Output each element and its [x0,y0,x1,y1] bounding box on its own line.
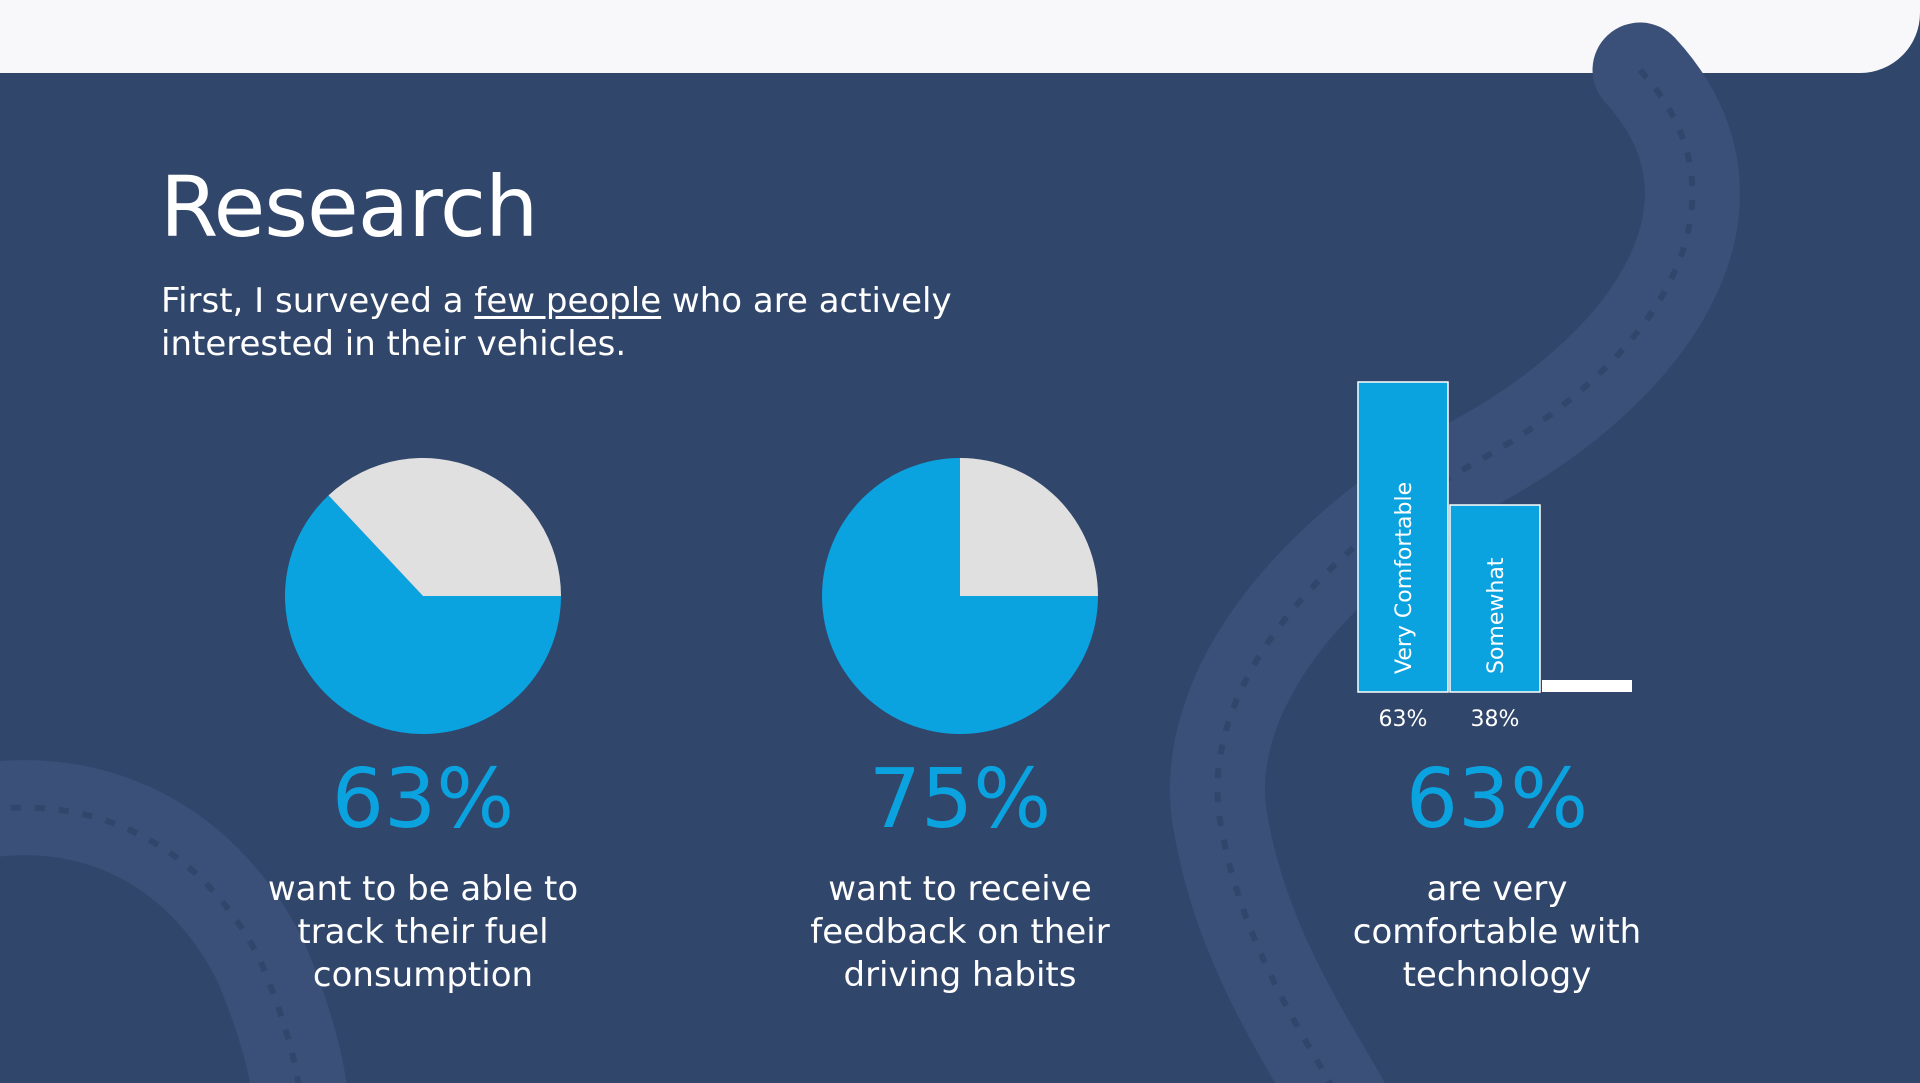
top-bar [0,0,1920,73]
stat-caption-fuel: want to be able to track their fuel cons… [267,869,579,995]
subtitle-text-end: who are actively interested in their veh… [161,281,952,364]
stat-value-feedback: 75% [868,752,1052,847]
bar-0 [1357,381,1449,693]
fuel-tracking-pie-chart [285,458,561,734]
page-subtitle: First, I surveyed a few people who are a… [161,280,1121,366]
subtitle-text-start: First, I surveyed a [161,281,475,321]
tech-comfort-bar-chart: Very Comfortable 63% Somewhat 38% [1357,381,1632,732]
driving-feedback-pie-chart [822,458,1098,734]
bar-2 [1542,680,1632,692]
stat-caption-technology: are very comfortable with technology [1352,869,1642,995]
stat-caption-feedback: want to receive feedback on their drivin… [810,869,1110,995]
bar-category-label-1: Somewhat [1484,557,1509,674]
stat-value-technology: 63% [1405,752,1589,847]
pie1-slice-1 [328,458,561,596]
bar-category-label-0: Very Comfortable [1392,482,1417,674]
page-title: Research [160,158,538,256]
pie2-slice-1 [960,458,1098,596]
bar-1 [1449,504,1541,693]
few-people-link[interactable]: few people [474,281,662,321]
bar-value-label-1: 38% [1471,707,1520,732]
bar-value-label-0: 63% [1379,707,1428,732]
pie1-slice-0 [285,495,561,734]
stat-value-fuel: 63% [331,752,515,847]
